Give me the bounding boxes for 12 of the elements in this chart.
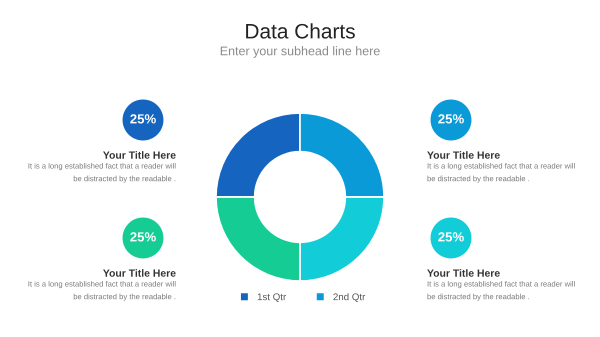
text: 25% [438, 114, 464, 124]
text: Your Title Here [103, 269, 176, 277]
text: 25% [438, 232, 464, 242]
text: Your Title Here [427, 269, 500, 277]
text: 25% [130, 114, 156, 124]
chart-title: Data Charts [246, 23, 355, 39]
legend-label: 1st Qtr [258, 293, 286, 302]
text: Your Title Here [103, 151, 176, 159]
text: 25% [130, 232, 156, 242]
chart-subtitle: Enter your subhead line here [220, 46, 380, 58]
text: Your Title Here [427, 151, 500, 159]
legend-label: 2nd Qtr [333, 293, 366, 302]
